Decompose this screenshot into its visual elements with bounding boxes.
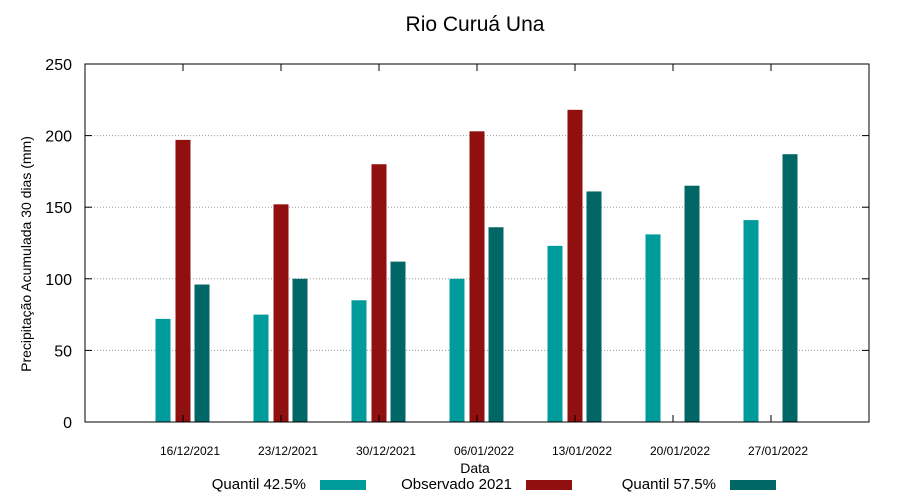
legend-label: Observado 2021	[401, 476, 512, 493]
y-axis: 0 50 100 150 200 250	[45, 57, 869, 432]
bar	[273, 204, 289, 422]
chart-title: Rio Curuá Una	[406, 13, 545, 36]
bar	[547, 245, 563, 422]
bar	[175, 139, 191, 422]
bar	[155, 318, 171, 422]
bar	[253, 314, 269, 422]
legend-label: Quantil 42.5%	[212, 476, 306, 493]
y-tick-label: 250	[45, 57, 72, 74]
bar	[390, 261, 406, 422]
x-axis-label: Data	[460, 460, 490, 476]
x-tick-label: 20/01/2022	[650, 444, 710, 458]
y-tick-label: 0	[63, 415, 72, 432]
bar	[586, 191, 602, 422]
bars	[155, 109, 798, 423]
y-axis-label: Precipitação Acumulada 30 dias (mm)	[18, 136, 34, 372]
bar	[351, 300, 367, 422]
bar	[371, 164, 387, 423]
legend-label: Quantil 57.5%	[622, 476, 716, 493]
bar	[743, 220, 759, 422]
legend-swatch	[730, 480, 776, 490]
legend-swatch	[526, 480, 572, 490]
bar	[292, 278, 308, 422]
x-tick-label: 30/12/2021	[356, 444, 416, 458]
bar	[449, 278, 465, 422]
bar	[782, 154, 798, 422]
x-tick-label: 23/12/2021	[258, 444, 318, 458]
x-axis: 16/12/2021 23/12/2021 30/12/2021 06/01/2022…	[160, 64, 808, 458]
y-tick-label: 150	[45, 200, 72, 217]
legend: Quantil 42.5% Observado 2021 Quantil 57.5%	[212, 476, 776, 493]
bar	[567, 109, 583, 422]
x-tick-label: 13/01/2022	[552, 444, 612, 458]
bar	[488, 227, 504, 422]
y-tick-label: 50	[54, 343, 72, 360]
bar	[469, 131, 485, 422]
bar	[194, 284, 210, 422]
y-tick-label: 100	[45, 272, 72, 289]
x-tick-label: 27/01/2022	[748, 444, 808, 458]
x-tick-label: 16/12/2021	[160, 444, 220, 458]
y-tick-label: 200	[45, 129, 72, 146]
legend-swatch	[320, 480, 366, 490]
bar	[684, 185, 700, 422]
x-tick-label: 06/01/2022	[454, 444, 514, 458]
bar	[645, 234, 661, 422]
